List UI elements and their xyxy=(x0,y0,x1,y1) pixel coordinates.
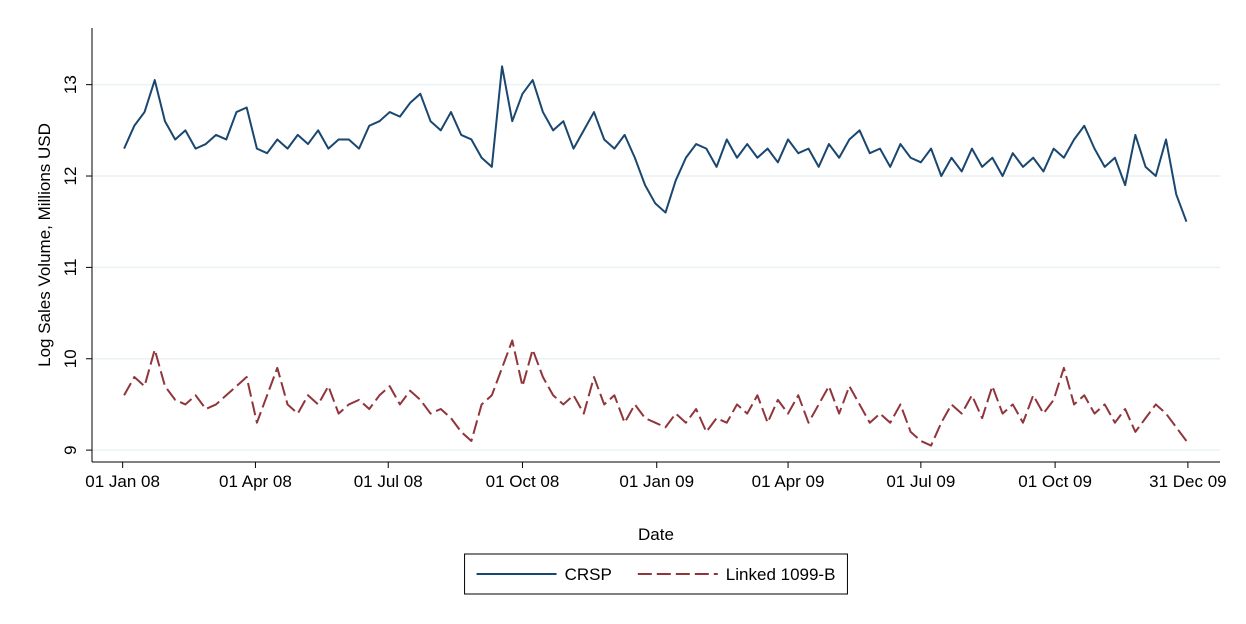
series-line xyxy=(123,339,1188,447)
x-tick-label: 01 Oct 09 xyxy=(1018,472,1092,491)
x-tick-label: 31 Dec 09 xyxy=(1149,472,1227,491)
x-tick-label: 01 Apr 08 xyxy=(219,472,292,491)
y-tick-label: 10 xyxy=(61,349,80,368)
x-tick-label: 01 Jul 09 xyxy=(886,472,955,491)
series-line xyxy=(123,65,1188,223)
y-tick-label: 11 xyxy=(61,259,80,277)
x-tick-label: 01 Apr 09 xyxy=(752,472,825,491)
legend-label: Linked 1099-B xyxy=(726,565,836,584)
x-tick-label: 01 Oct 08 xyxy=(486,472,560,491)
y-tick-label: 9 xyxy=(61,445,80,454)
y-axis-title: Log Sales Volume, Millions USD xyxy=(35,123,54,367)
legend: CRSP Linked 1099-B xyxy=(464,553,848,595)
x-tick-label: 01 Jan 09 xyxy=(619,472,694,491)
y-tick-label: 13 xyxy=(61,75,80,94)
legend-label: CRSP xyxy=(565,565,612,584)
x-tick-label: 01 Jul 08 xyxy=(354,472,423,491)
x-axis-title: Date xyxy=(638,525,674,544)
y-tick-label: 12 xyxy=(61,167,80,186)
x-tick-label: 01 Jan 08 xyxy=(85,472,160,491)
